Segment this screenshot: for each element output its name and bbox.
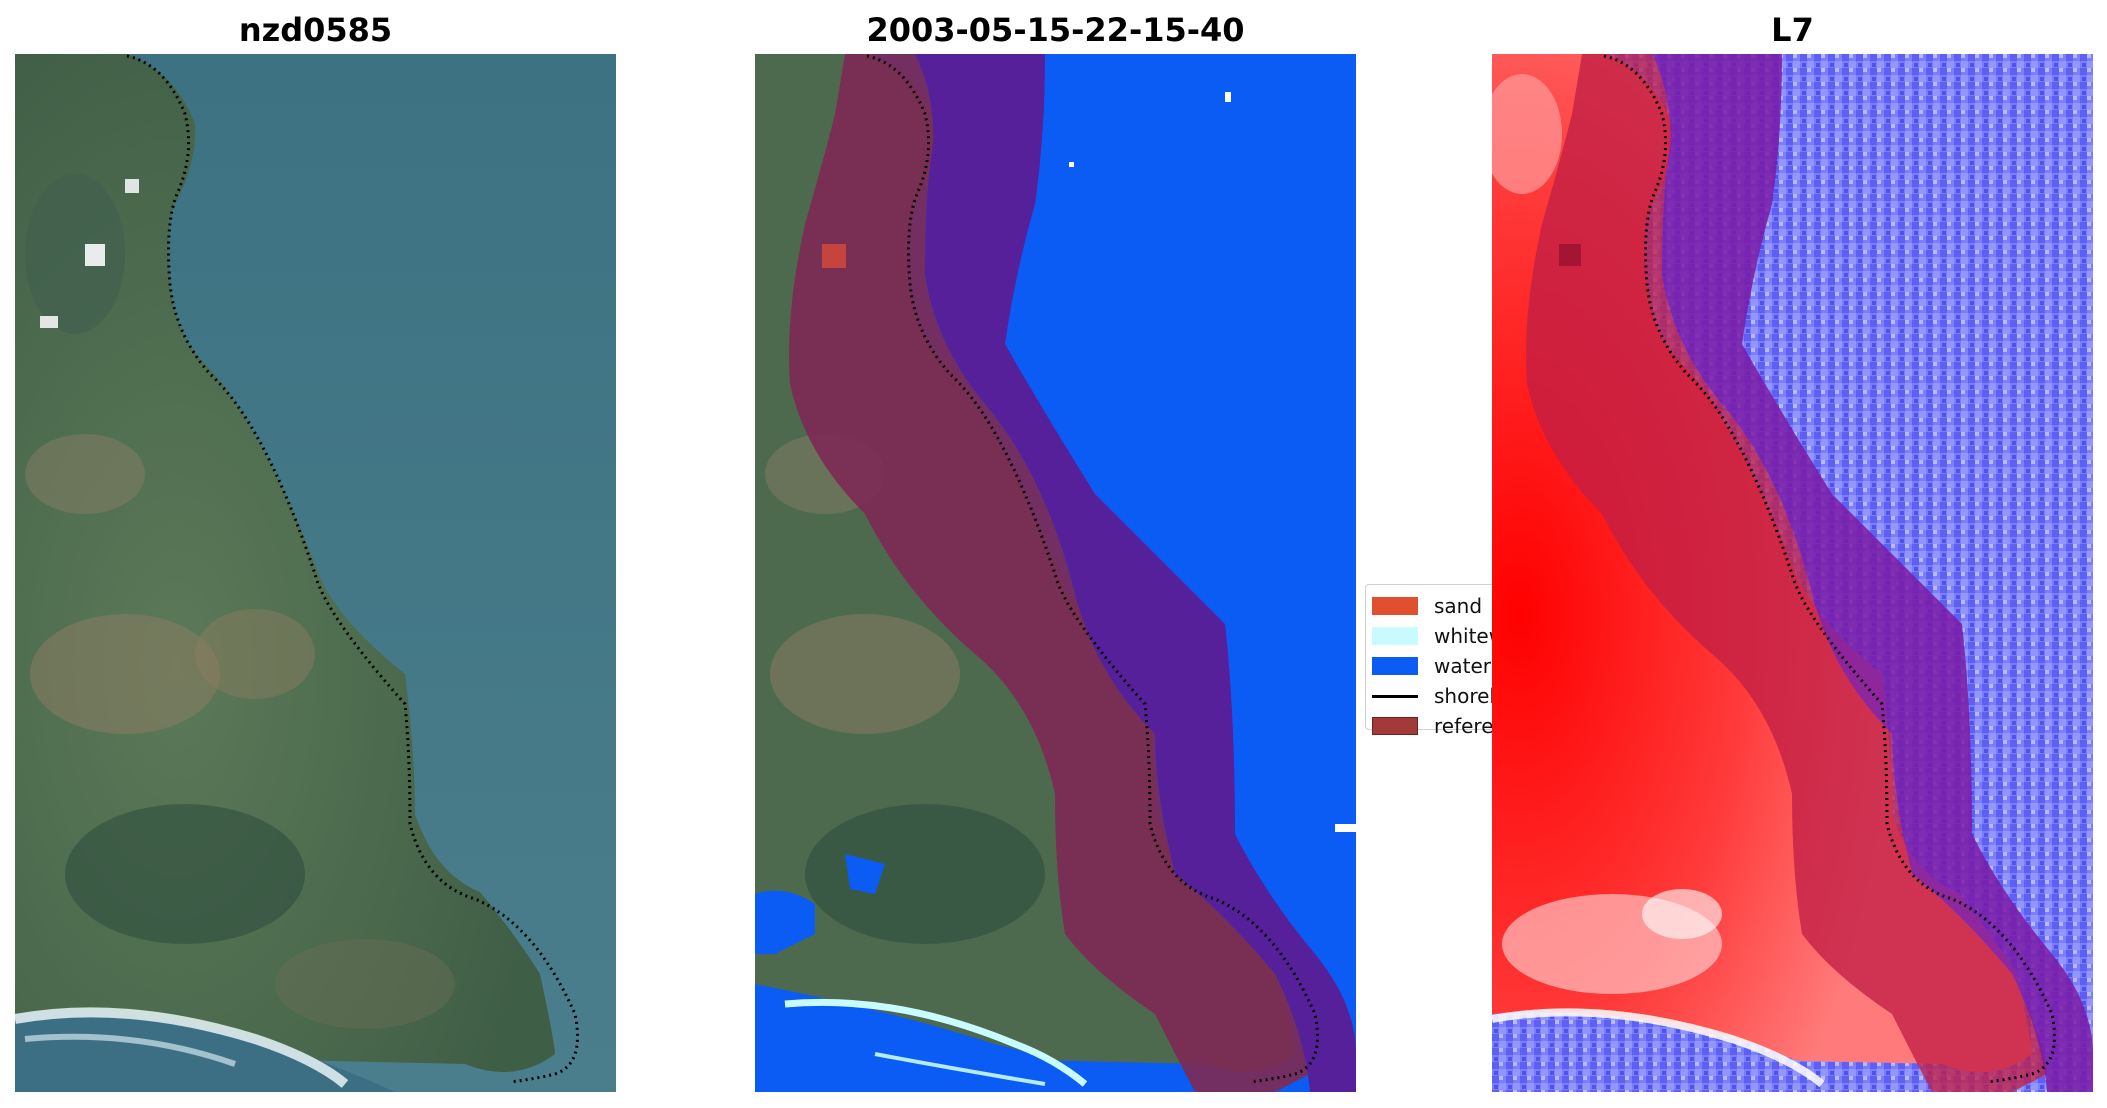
panel-title-classified: 2003-05-15-22-15-40 bbox=[866, 11, 1245, 49]
legend-label-sand: sand bbox=[1434, 594, 1483, 618]
legend-swatch-sand bbox=[1372, 597, 1418, 615]
rgb-image-panel bbox=[15, 54, 616, 1092]
legend-swatch-reference bbox=[1372, 717, 1418, 735]
classified-image bbox=[755, 54, 1356, 1092]
classified-image-panel bbox=[755, 54, 1356, 1092]
legend-label-water: water bbox=[1434, 654, 1491, 678]
index-image-panel bbox=[1492, 54, 2093, 1092]
panel-title-rgb: nzd0585 bbox=[238, 11, 393, 49]
panel-title-index: L7 bbox=[1771, 11, 1814, 49]
legend-swatch-whitewater bbox=[1372, 627, 1418, 645]
legend-item-sand: sand bbox=[1366, 591, 1514, 621]
legend-item-water: water bbox=[1366, 651, 1514, 681]
index-image bbox=[1492, 54, 2093, 1092]
legend-swatch-water bbox=[1372, 657, 1418, 675]
legend-line-shoreline bbox=[1372, 694, 1418, 698]
rgb-image bbox=[15, 54, 616, 1092]
